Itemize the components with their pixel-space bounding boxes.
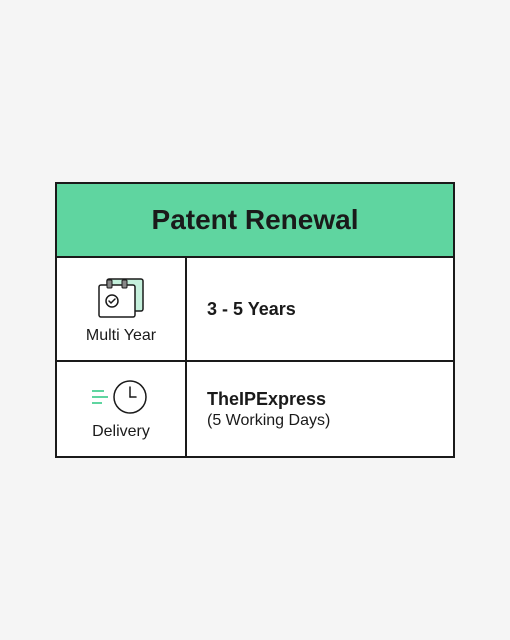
row-delivery: Delivery TheIPExpress (5 Working Days) bbox=[57, 362, 453, 456]
delivery-icon-wrapper bbox=[92, 377, 150, 417]
value-cell-delivery: TheIPExpress (5 Working Days) bbox=[187, 362, 453, 456]
icon-cell-multi-year: Multi Year bbox=[57, 258, 187, 360]
icon-label-multi-year: Multi Year bbox=[86, 327, 156, 345]
clock-icon bbox=[110, 377, 150, 417]
info-card: Patent Renewal Multi Year 3 - 5 Years bbox=[55, 182, 455, 458]
speed-lines-icon bbox=[92, 390, 108, 404]
value-delivery-secondary: (5 Working Days) bbox=[207, 412, 433, 430]
row-multi-year: Multi Year 3 - 5 Years bbox=[57, 258, 453, 362]
value-cell-multi-year: 3 - 5 Years bbox=[187, 258, 453, 360]
card-title: Patent Renewal bbox=[77, 204, 433, 236]
value-delivery: TheIPExpress bbox=[207, 389, 433, 410]
icon-label-delivery: Delivery bbox=[92, 423, 150, 441]
icon-cell-delivery: Delivery bbox=[57, 362, 187, 456]
card-header: Patent Renewal bbox=[57, 184, 453, 258]
calendar-multi-icon bbox=[93, 273, 149, 321]
value-multi-year: 3 - 5 Years bbox=[207, 299, 433, 320]
